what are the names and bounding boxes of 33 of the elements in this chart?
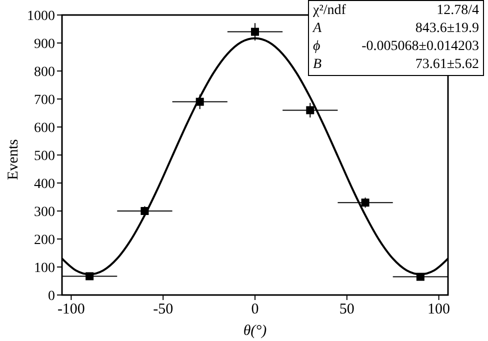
point: [251, 28, 259, 36]
y-tick-label: 800: [34, 64, 55, 80]
x-axis-title: θ(°): [243, 323, 267, 339]
annotation: 843.6±19.9: [415, 20, 479, 38]
annotation: 73.61±5.62: [415, 56, 479, 74]
y-axis-title: Events: [5, 139, 22, 180]
x-tick-label: 100: [428, 302, 450, 318]
y-tick-label: 200: [34, 232, 55, 248]
y-tick-label: 0: [48, 288, 55, 304]
y-tick-label: 400: [34, 176, 55, 192]
annotation: -0.005068±0.014203: [362, 38, 479, 56]
y-tick-label: 900: [34, 36, 55, 52]
point: [140, 207, 149, 215]
y-tick-label: 500: [34, 148, 55, 164]
annotation: ϕ: [313, 38, 320, 56]
y-tick-label: 1000: [27, 8, 55, 24]
point: [306, 106, 314, 114]
annotation: χ²/ndf: [313, 2, 346, 20]
x-tick-label: -50: [153, 302, 174, 318]
annotation: A: [313, 20, 322, 38]
annotation: 12.78/4: [436, 2, 479, 20]
x-tick-label: 50: [339, 302, 354, 318]
point: [196, 98, 204, 106]
point: [86, 272, 94, 280]
point: [361, 198, 370, 207]
y-tick-label: 700: [34, 92, 55, 108]
annotation: B: [313, 56, 322, 74]
x-tick-label: -100: [57, 302, 85, 318]
y-tick-label: 300: [34, 204, 55, 220]
y-tick-label: 100: [34, 260, 55, 276]
y-tick-label: 600: [34, 120, 55, 136]
point: [416, 272, 424, 281]
x-tick-label: 0: [251, 302, 259, 318]
